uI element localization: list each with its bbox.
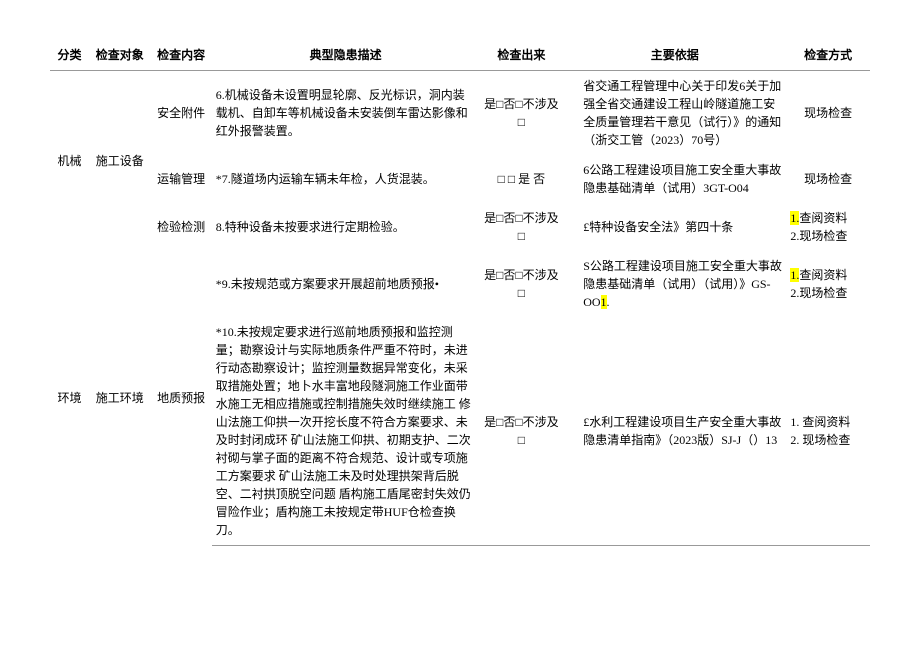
cell-content-inspect: 检验检测 [150, 203, 211, 251]
text: 查阅资料 [799, 268, 847, 282]
cell-desc: 6.机械设备未设置明显轮廓、反光标识，洞内装载机、自卸车等机械设备未安装倒车雷达… [212, 71, 480, 156]
cell-result: 是□否□不涉及□ [480, 317, 564, 546]
cell-basis: S公路工程建设项目施工安全重大事故隐患基础清单（试用）（试用）》GS-OO1. [563, 251, 786, 317]
cell-basis: 省交通工程管理中心关于印发6关于加强全省交通建设工程山岭隧道施工安全质量管理若干… [563, 71, 786, 156]
header-row: 分类 检查对象 检查内容 典型隐患描述 检查出来 主要依据 检查方式 [50, 40, 870, 71]
cell-method: 现场检查 [786, 155, 870, 203]
cell-method: 1.查阅资料 2.现场检查 [786, 251, 870, 317]
cell-object-env: 施工环境 [89, 251, 150, 546]
cell-content-geo: 地质预报 [150, 251, 211, 546]
cell-result: 是□否□不涉及□ [480, 71, 564, 156]
highlight: 1. [790, 268, 799, 282]
th-result: 检查出来 [480, 40, 564, 71]
th-content: 检查内容 [150, 40, 211, 71]
text: 查阅资料 [799, 211, 847, 225]
cell-result: 是□否□不涉及□ [480, 203, 564, 251]
th-method: 检查方式 [786, 40, 870, 71]
text: S公路工程建设项目施工安全重大事故隐患基础清单（试用）（试用）》GS-OO [583, 259, 782, 309]
table-row: 检验检测 8.特种设备未按要求进行定期检验。 是□否□不涉及□ £特种设备安全法… [50, 203, 870, 251]
th-description: 典型隐患描述 [212, 40, 480, 71]
cell-category-env: 环境 [50, 251, 89, 546]
text: 2.现场检查 [790, 229, 847, 243]
cell-method: 1. 查阅资料 2. 现场检查 [786, 317, 870, 546]
cell-basis: 6公路工程建设项目施工安全重大事故隐患基础清单（试用）3GT-O04 [563, 155, 786, 203]
cell-desc: 8.特种设备未按要求进行定期检验。 [212, 203, 480, 251]
cell-result: □ □ 是 否 [480, 155, 564, 203]
text: . [607, 295, 610, 309]
cell-object-equip: 施工设备 [89, 71, 150, 252]
th-category: 分类 [50, 40, 89, 71]
cell-desc: *9.未按规范或方案要求开展超前地质预报• [212, 251, 480, 317]
th-object: 检查对象 [89, 40, 150, 71]
cell-result: 是□否□不涉及□ [480, 251, 564, 317]
cell-category-machine: 机械 [50, 71, 89, 252]
cell-method: 现场检查 [786, 71, 870, 156]
cell-content-safety: 安全附件 [150, 71, 211, 156]
cell-desc: *10.未按规定要求进行巡前地质预报和监控测量；勘察设计与实际地质条件严重不符时… [212, 317, 480, 546]
cell-basis: £水利工程建设项目生产安全重大事故隐患清单指南》（2023版）SJ-J（）13 [563, 317, 786, 546]
table-row: 运输管理 *7.隧道场内运输车辆未年检，人货混装。 □ □ 是 否 6公路工程建… [50, 155, 870, 203]
th-basis: 主要依据 [563, 40, 786, 71]
inspection-table: 分类 检查对象 检查内容 典型隐患描述 检查出来 主要依据 检查方式 机械 施工… [50, 40, 870, 546]
table-row: 环境 施工环境 地质预报 *9.未按规范或方案要求开展超前地质预报• 是□否□不… [50, 251, 870, 317]
table-row: 机械 施工设备 安全附件 6.机械设备未设置明显轮廓、反光标识，洞内装载机、自卸… [50, 71, 870, 156]
cell-desc: *7.隧道场内运输车辆未年检，人货混装。 [212, 155, 480, 203]
cell-content-transport: 运输管理 [150, 155, 211, 203]
text: 2.现场检查 [790, 286, 847, 300]
cell-method: 1.查阅资料 2.现场检查 [786, 203, 870, 251]
highlight: 1. [790, 211, 799, 225]
cell-basis: £特种设备安全法》第四十条 [563, 203, 786, 251]
